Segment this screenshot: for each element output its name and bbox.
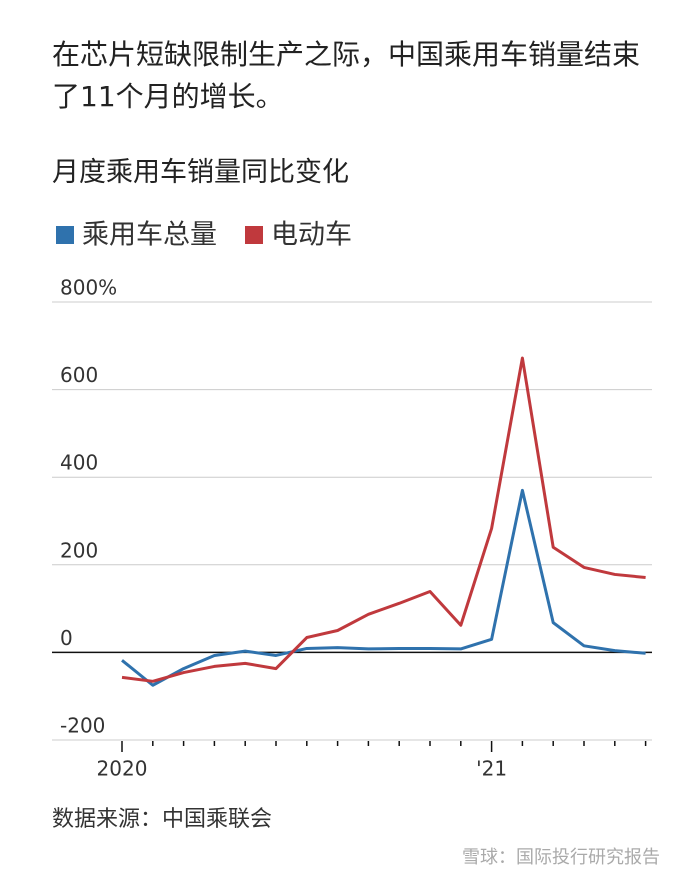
watermark: 雪球：国际投行研究报告 [462,847,660,868]
y-tick-label: 0 [60,626,73,650]
legend-swatch [245,226,263,244]
y-tick-label: 800% [60,276,117,300]
legend-swatch [56,226,74,244]
legend-label: 电动车 [271,220,352,251]
x-tick-label: '21 [476,757,507,781]
chart-title: 在芯片短缺限制生产之际，中国乘用车销量结束了11个月的增长。 [52,38,641,113]
series-line [121,488,646,687]
y-tick-label: -200 [60,714,105,738]
y-tick-label: 400 [60,451,98,475]
legend-label: 乘用车总量 [82,220,217,251]
x-tick-label: 2020 [97,757,148,781]
source: 数据来源：中国乘联会 [52,807,272,832]
y-tick-label: 200 [60,538,98,562]
chart-subtitle: 月度乘用车销量同比变化 [52,157,349,188]
y-tick-label: 600 [60,363,98,387]
series-line [121,356,646,683]
